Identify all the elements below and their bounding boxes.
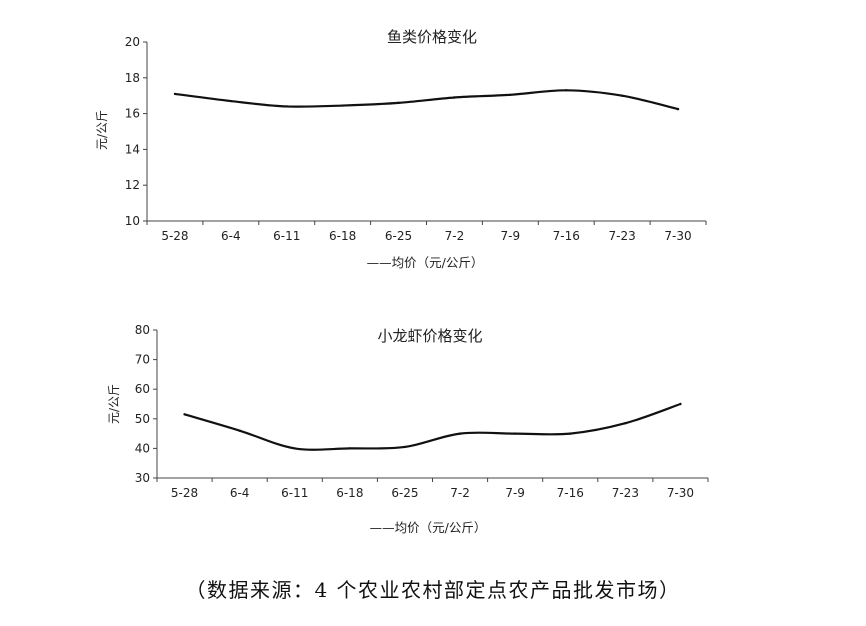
x-tick-label: 7-16	[553, 229, 580, 243]
legend-label: ——均价（元/公斤）	[367, 255, 484, 270]
data-point	[285, 105, 288, 108]
y-axis-label: 元/公斤	[95, 110, 109, 150]
y-tick-label: 70	[135, 353, 150, 367]
data-point	[624, 422, 627, 425]
x-tick-label: 7-23	[612, 486, 639, 500]
data-point	[458, 432, 462, 435]
x-tick-label: 6-11	[273, 229, 300, 243]
y-tick-label: 10	[125, 214, 140, 228]
y-tick-label: 12	[125, 178, 140, 192]
x-tick-label: 7-16	[557, 486, 584, 500]
y-tick-label: 50	[135, 412, 150, 426]
x-tick-label: 7-30	[667, 486, 694, 500]
data-point	[569, 432, 572, 435]
series-line	[184, 402, 681, 451]
fish-price-chart: 鱼类价格变化 元/公斤 ——均价（元/公斤） 10 12 14 16 18 20 5-28 6…	[95, 28, 707, 270]
chart-title: 小龙虾价格变化	[377, 327, 482, 345]
y-tick-label: 14	[125, 142, 140, 156]
data-point	[679, 402, 682, 406]
crayfish-price-chart: 小龙虾价格变化 元/公斤 ——均价（元/公斤） 30 40 50 60 70 80 5-28…	[107, 323, 709, 535]
x-tick-label: 6-18	[336, 486, 363, 500]
data-point	[403, 445, 407, 449]
x-tick-label: 6-4	[221, 229, 241, 243]
data-point	[293, 447, 296, 450]
x-tick-label: 5-28	[171, 486, 198, 500]
data-point	[183, 413, 186, 416]
x-tick-label: 6-25	[391, 486, 418, 500]
y-axis-label: 元/公斤	[107, 384, 121, 424]
data-point	[620, 94, 624, 97]
series-line	[174, 89, 679, 111]
y-tick-label: 40	[135, 441, 150, 455]
x-tick-label: 7-9	[505, 486, 525, 500]
x-tick-label: 6-18	[329, 229, 356, 243]
y-tick-label: 20	[125, 35, 140, 49]
data-point	[513, 432, 517, 435]
x-tick-label: 6-25	[385, 229, 412, 243]
data-point	[565, 89, 568, 92]
x-tick-label: 6-11	[281, 486, 308, 500]
x-tick-label: 7-2	[450, 486, 470, 500]
x-tick-label: 6-4	[230, 486, 250, 500]
data-point	[229, 99, 233, 103]
data-point	[509, 93, 512, 97]
chart-title: 鱼类价格变化	[387, 28, 477, 46]
y-tick-label: 30	[135, 471, 150, 485]
x-tick-label: 7-30	[664, 229, 691, 243]
legend-label: ——均价（元/公斤）	[370, 520, 487, 535]
x-tick-label: 7-2	[445, 229, 465, 243]
y-tick-label: 80	[135, 323, 150, 337]
data-source-note: （数据来源：4 个农业农村部定点农产品批发市场）	[185, 578, 681, 602]
data-point	[238, 429, 241, 432]
data-point	[676, 107, 680, 111]
x-tick-label: 7-9	[501, 229, 521, 243]
y-tick-label: 16	[125, 107, 140, 121]
x-tick-label: 5-28	[161, 229, 188, 243]
y-tick-label: 60	[135, 382, 150, 396]
data-point	[341, 104, 344, 107]
data-point	[348, 447, 352, 450]
data-point	[453, 96, 456, 99]
x-tick-label: 7-23	[609, 229, 636, 243]
y-tick-label: 18	[125, 71, 140, 85]
data-point	[173, 92, 177, 96]
data-point	[397, 101, 400, 105]
